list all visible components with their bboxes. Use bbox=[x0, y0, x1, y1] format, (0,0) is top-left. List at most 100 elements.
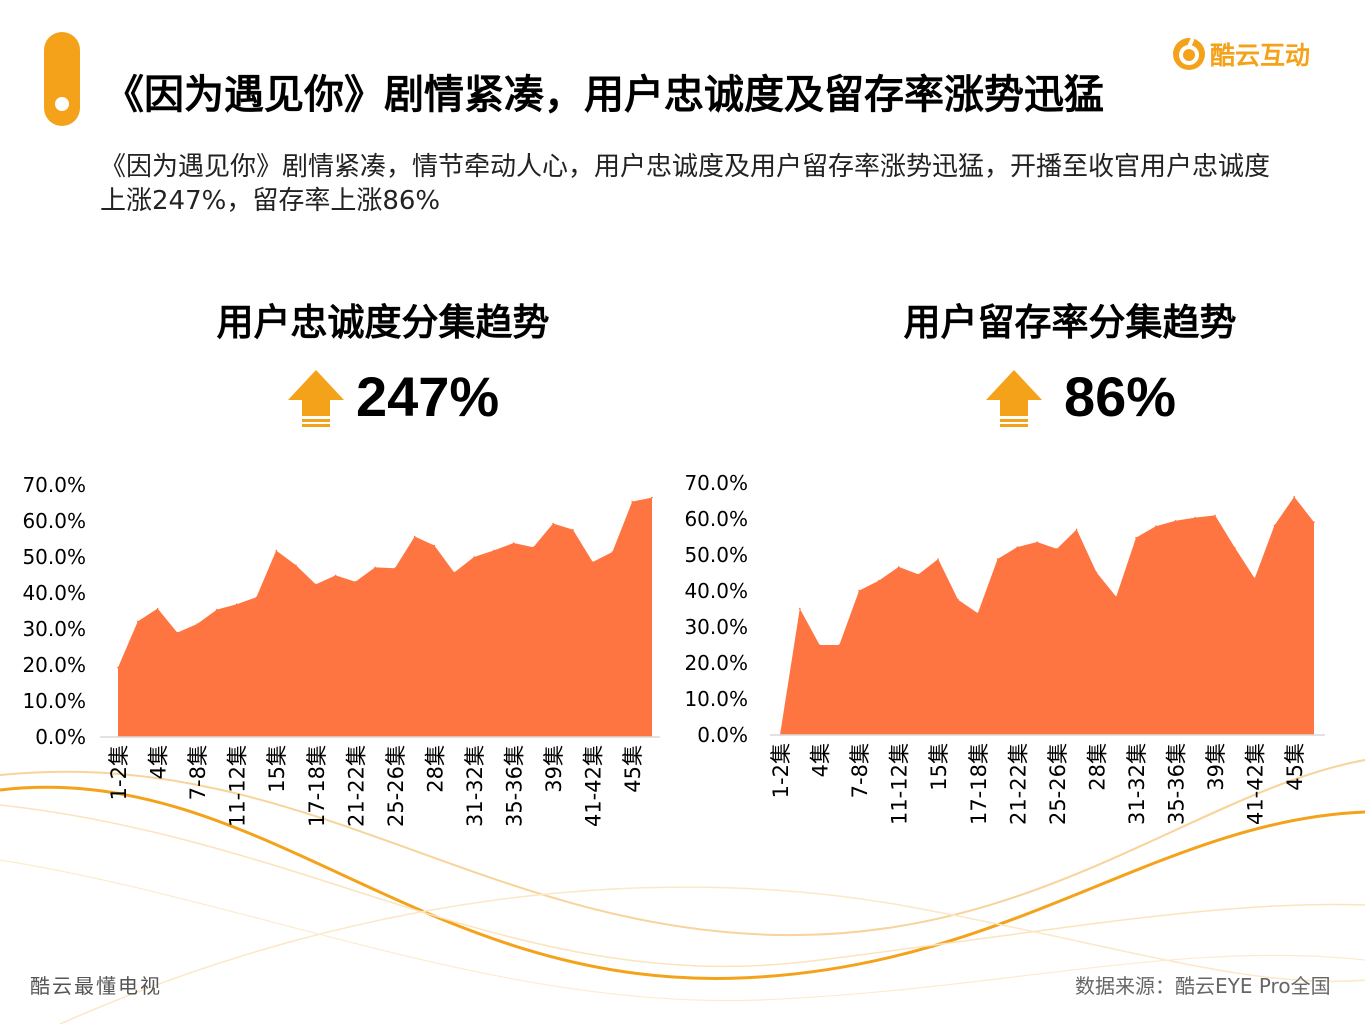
x-tick-label: 7-8集 bbox=[186, 745, 210, 800]
data-point bbox=[1095, 571, 1098, 574]
data-point bbox=[275, 549, 278, 552]
y-tick-label: 50.0% bbox=[684, 543, 748, 567]
data-point bbox=[156, 607, 159, 610]
x-tick-label: 4集 bbox=[147, 745, 171, 779]
x-tick-label: 7-8集 bbox=[848, 743, 872, 798]
data-point bbox=[1115, 596, 1117, 598]
data-point bbox=[917, 573, 920, 576]
data-point bbox=[216, 608, 218, 611]
logo-icon bbox=[1173, 38, 1205, 70]
data-point bbox=[1056, 548, 1058, 550]
data-point bbox=[295, 564, 297, 567]
data-point bbox=[1135, 536, 1137, 539]
data-point bbox=[552, 522, 554, 525]
y-tick-label: 50.0% bbox=[22, 545, 86, 569]
data-point bbox=[493, 549, 495, 552]
data-point bbox=[1036, 541, 1038, 543]
x-tick-label: 25-26集 bbox=[384, 745, 408, 827]
data-point bbox=[651, 496, 653, 499]
x-tick-label: 17-18集 bbox=[305, 745, 329, 827]
page-title: 《因为遇见你》剧情紧凑，用户忠诚度及留存率涨势迅猛 bbox=[104, 72, 1104, 118]
data-point bbox=[1234, 547, 1236, 549]
right-increase-value: 86% bbox=[1064, 365, 1177, 428]
y-tick-label: 40.0% bbox=[22, 581, 86, 605]
x-tick-label: 15集 bbox=[265, 745, 289, 793]
brand-logo: 酷云互动 bbox=[1172, 36, 1310, 72]
data-point bbox=[838, 644, 841, 646]
data-point bbox=[453, 571, 456, 574]
y-tick-label: 70.0% bbox=[22, 473, 86, 497]
y-tick-label: 70.0% bbox=[684, 471, 748, 495]
area-series bbox=[118, 497, 652, 737]
data-source-text: 数据来源：酷云EYE Pro全国 bbox=[1075, 974, 1331, 998]
x-tick-label: 39集 bbox=[1204, 743, 1228, 791]
data-point bbox=[1273, 524, 1276, 527]
data-point bbox=[611, 551, 614, 553]
x-tick-label: 11-12集 bbox=[226, 745, 250, 827]
up-arrow-icon bbox=[288, 370, 344, 427]
x-tick-label: 41-42集 bbox=[1244, 743, 1268, 825]
data-point bbox=[394, 567, 396, 569]
data-point bbox=[354, 581, 357, 583]
x-tick-label: 17-18集 bbox=[967, 743, 991, 825]
x-tick-label: 45集 bbox=[621, 745, 645, 793]
data-point bbox=[631, 500, 633, 503]
data-point bbox=[1155, 525, 1157, 527]
data-point bbox=[374, 566, 376, 569]
y-tick-label: 0.0% bbox=[35, 725, 86, 749]
x-tick-label: 25-26集 bbox=[1046, 743, 1070, 825]
right-chart-title: 用户留存率分集趋势 bbox=[903, 301, 1237, 344]
y-tick-label: 20.0% bbox=[684, 651, 748, 675]
title-accent-dot bbox=[55, 97, 69, 111]
data-point bbox=[977, 612, 979, 615]
data-point bbox=[957, 598, 959, 601]
x-tick-label: 11-12集 bbox=[888, 743, 912, 825]
x-tick-label: 35-36集 bbox=[1165, 743, 1189, 825]
x-tick-label: 21-22集 bbox=[1006, 743, 1030, 825]
data-point bbox=[996, 558, 999, 560]
data-point bbox=[512, 542, 515, 544]
data-point bbox=[1214, 514, 1216, 517]
data-point bbox=[1293, 495, 1295, 498]
data-point bbox=[255, 596, 258, 599]
x-tick-label: 45集 bbox=[1283, 743, 1307, 791]
x-tick-label: 39集 bbox=[542, 745, 566, 793]
x-tick-label: 1-2集 bbox=[769, 743, 793, 798]
y-tick-label: 40.0% bbox=[684, 579, 748, 603]
y-tick-label: 20.0% bbox=[22, 653, 86, 677]
x-tick-label: 31-32集 bbox=[463, 745, 487, 827]
data-point bbox=[1174, 520, 1177, 522]
logo-text: 酷云互动 bbox=[1210, 41, 1311, 70]
data-point bbox=[858, 589, 860, 592]
y-tick-label: 60.0% bbox=[684, 507, 748, 531]
x-tick-label: 41-42集 bbox=[582, 745, 606, 827]
y-tick-label: 10.0% bbox=[684, 687, 748, 711]
area-series bbox=[780, 496, 1314, 735]
x-tick-label: 15集 bbox=[927, 743, 951, 791]
data-point bbox=[1313, 521, 1315, 523]
x-tick-label: 31-32集 bbox=[1125, 743, 1149, 825]
data-point bbox=[572, 528, 574, 531]
left-chart-title: 用户忠诚度分集趋势 bbox=[216, 301, 550, 344]
x-tick-label: 21-22集 bbox=[344, 745, 368, 827]
data-point bbox=[196, 623, 198, 625]
y-tick-label: 30.0% bbox=[22, 617, 86, 641]
data-point bbox=[799, 607, 801, 610]
data-point bbox=[532, 546, 535, 549]
data-point bbox=[176, 631, 179, 634]
x-tick-label: 28集 bbox=[423, 745, 447, 793]
data-point bbox=[818, 644, 821, 646]
data-point bbox=[137, 620, 139, 623]
data-point bbox=[591, 561, 594, 563]
title-accent-bar bbox=[44, 32, 80, 126]
footer-slogan: 酷云最懂电视 bbox=[30, 974, 162, 998]
data-point bbox=[334, 574, 337, 577]
data-point bbox=[235, 603, 238, 605]
data-point bbox=[1253, 577, 1256, 580]
x-tick-label: 4集 bbox=[809, 743, 833, 777]
y-tick-label: 30.0% bbox=[684, 615, 748, 639]
x-tick-label: 28集 bbox=[1085, 743, 1109, 791]
data-point bbox=[1194, 516, 1197, 519]
data-point bbox=[878, 579, 880, 582]
